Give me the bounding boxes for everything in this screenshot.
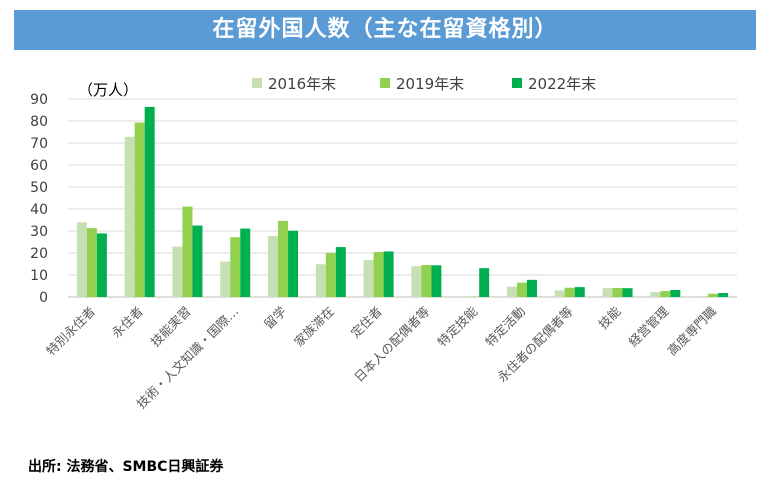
x-tick-label: 家族滞在	[291, 304, 337, 350]
x-tick-label: 技能実習	[148, 304, 194, 350]
x-tick-label: 技能	[595, 303, 624, 332]
source-note: 出所: 法務省、SMBC日興証券	[28, 459, 224, 475]
legend-swatch	[252, 78, 262, 88]
y-tick-label: 0	[39, 290, 48, 306]
bar	[564, 287, 575, 297]
bar	[516, 282, 527, 297]
y-unit-label: （万人）	[78, 81, 138, 99]
legend-swatch	[512, 78, 522, 88]
y-tick-label: 20	[30, 246, 48, 262]
legend: 2016年末 2019年末 2022年末	[252, 75, 596, 93]
bar	[383, 251, 394, 297]
bar	[431, 265, 442, 297]
bar	[506, 286, 517, 297]
bar	[421, 265, 432, 297]
bar	[612, 287, 623, 297]
y-tick-label: 90	[30, 92, 48, 108]
bar	[288, 230, 299, 297]
x-tick-label: 経営管理	[625, 303, 671, 349]
chart-title: 在留外国人数（主な在留資格別）	[14, 10, 756, 50]
x-tick-label: 定住者	[348, 304, 385, 341]
y-tick-label: 50	[30, 180, 48, 196]
bar	[660, 291, 671, 297]
bar	[708, 293, 719, 297]
bar	[240, 228, 251, 297]
x-tick-label: 特定技能	[434, 303, 480, 349]
bar	[650, 292, 661, 297]
bar	[182, 206, 193, 297]
bar	[172, 246, 183, 297]
x-tick-label: 特定活動	[482, 304, 528, 350]
bar	[278, 220, 289, 297]
bars	[76, 106, 729, 297]
bar	[325, 252, 336, 297]
bar	[479, 268, 490, 297]
legend-label: 2022年末	[528, 75, 596, 93]
y-tick-label: 10	[30, 268, 48, 284]
bar	[718, 293, 729, 297]
y-tick-label: 40	[30, 202, 48, 218]
bar	[574, 287, 585, 297]
bar	[220, 261, 231, 297]
bar	[698, 296, 709, 297]
y-tick-label: 70	[30, 136, 48, 152]
y-tick-label: 60	[30, 158, 48, 174]
bar	[76, 222, 87, 297]
bar	[134, 122, 145, 297]
legend-label: 2019年末	[396, 75, 464, 93]
bar	[268, 236, 279, 297]
bar	[96, 233, 107, 297]
bar	[411, 266, 422, 297]
x-tick-label: 留学	[261, 304, 289, 332]
bar	[602, 288, 613, 297]
bar	[86, 228, 97, 297]
bar	[554, 290, 565, 297]
x-tick-label: 高度専門職	[664, 303, 719, 358]
bar	[124, 136, 135, 297]
legend-swatch	[380, 78, 390, 88]
bar	[192, 225, 203, 297]
bar	[230, 237, 241, 297]
y-tick-label: 80	[30, 114, 48, 130]
legend-label: 2016年末	[268, 75, 336, 93]
bar	[373, 252, 384, 297]
x-tick-label: 特別永住者	[43, 304, 98, 359]
y-tick-label: 30	[30, 224, 48, 240]
bar	[315, 264, 326, 297]
bar	[144, 106, 155, 297]
bar	[363, 260, 374, 297]
bar	[622, 288, 633, 297]
bar	[526, 279, 537, 297]
bar	[335, 247, 346, 297]
bar	[670, 289, 681, 297]
x-tick-label: 永住者	[109, 304, 146, 341]
gridlines	[68, 98, 737, 298]
